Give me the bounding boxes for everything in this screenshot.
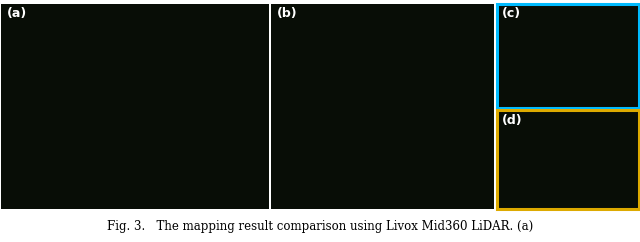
Bar (1, 4, 269, 209)
Bar (497, 110, 639, 209)
Bar (497, 4, 639, 108)
Text: (d): (d) (502, 114, 522, 127)
Bar (271, 4, 494, 209)
Bar (497, 110, 639, 209)
Text: (c): (c) (502, 7, 521, 20)
Text: Fig. 3.   The mapping result comparison using Livox Mid360 LiDAR. (a): Fig. 3. The mapping result comparison us… (107, 220, 533, 233)
Bar (497, 4, 639, 108)
Text: (b): (b) (276, 7, 297, 20)
Text: (a): (a) (6, 7, 27, 20)
